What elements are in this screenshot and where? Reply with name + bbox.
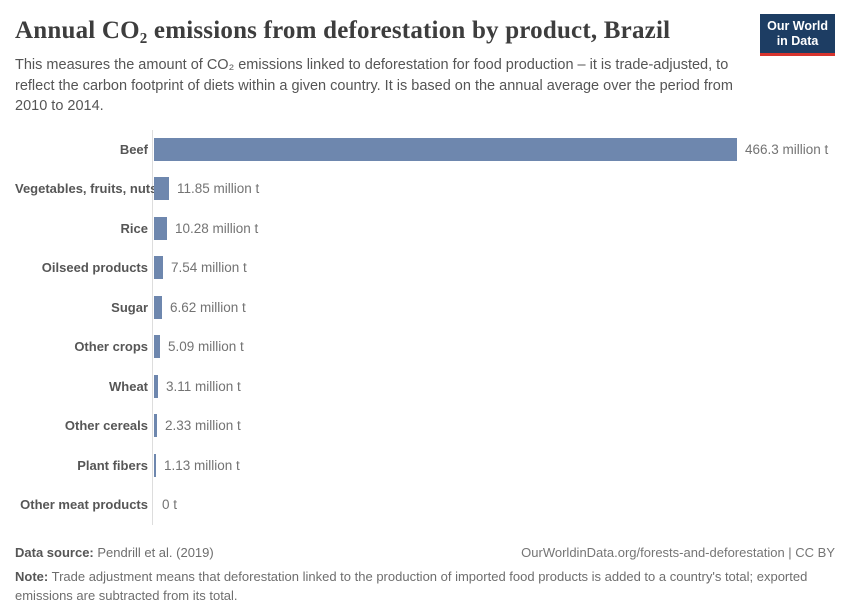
footer-source-row: Data source: Pendrill et al. (2019) OurW… xyxy=(15,545,835,560)
category-label: Plant fibers xyxy=(77,457,148,473)
owid-logo: Our World in Data xyxy=(760,14,835,56)
bar xyxy=(154,374,158,398)
owid-logo-line1: Our World xyxy=(767,19,828,33)
bar-row: Plant fibers 1.13 million t xyxy=(15,446,835,486)
category-label: Other cereals xyxy=(64,418,148,434)
bar xyxy=(154,216,167,240)
value-label: 2.33 million t xyxy=(165,418,241,434)
data-source-label: Data source: xyxy=(15,544,94,560)
bar-row: Sugar 6.62 million t xyxy=(15,288,835,328)
value-label: 7.54 million t xyxy=(171,260,247,276)
citation: OurWorldinData.org/forests-and-deforesta… xyxy=(521,544,835,560)
bar xyxy=(154,453,156,477)
value-label: 1.13 million t xyxy=(164,457,240,473)
bar xyxy=(154,295,162,319)
y-axis-line xyxy=(152,129,153,525)
bar xyxy=(154,414,157,438)
bar-row: Vegetables, fruits, nuts 11.85 million t xyxy=(15,169,835,209)
bar xyxy=(154,177,169,201)
value-label: 10.28 million t xyxy=(175,220,259,236)
value-label: 5.09 million t xyxy=(168,339,244,355)
bar xyxy=(154,335,160,359)
owid-logo-line2: in Data xyxy=(776,33,819,48)
bar-row: Other meat products 0 t xyxy=(15,485,835,525)
footer-note: Note: Trade adjustment means that defore… xyxy=(15,568,830,606)
value-label: 6.62 million t xyxy=(170,299,246,315)
data-source: Data source: Pendrill et al. (2019) xyxy=(15,545,214,560)
value-label: 3.11 million t xyxy=(166,378,241,394)
category-label: Oilseed products xyxy=(41,260,148,276)
category-label: Other meat products xyxy=(20,497,148,513)
category-label: Sugar xyxy=(111,299,148,315)
chart-header: Annual CO₂ emissions from deforestation … xyxy=(15,0,835,117)
category-label: Wheat xyxy=(109,378,148,394)
bar-chart: Beef 466.3 million t Vegetables, fruits,… xyxy=(15,129,835,525)
data-source-value: Pendrill et al. (2019) xyxy=(97,544,214,560)
bar xyxy=(154,137,737,161)
category-label: Rice xyxy=(120,220,148,236)
note-label: Note: xyxy=(15,568,49,584)
bar xyxy=(154,256,163,280)
bar-row: Rice 10.28 million t xyxy=(15,209,835,249)
bar-row: Other crops 5.09 million t xyxy=(15,327,835,367)
chart-footer: Data source: Pendrill et al. (2019) OurW… xyxy=(15,545,835,606)
chart-subtitle: This measures the amount of CO₂ emission… xyxy=(15,57,733,115)
value-label: 11.85 million t xyxy=(177,181,260,197)
bar-row: Other cereals 2.33 million t xyxy=(15,406,835,446)
category-label: Other crops xyxy=(74,339,148,355)
bar-row: Oilseed products 7.54 million t xyxy=(15,248,835,288)
note-text: Trade adjustment means that deforestatio… xyxy=(15,568,808,603)
value-label: 0 t xyxy=(162,497,178,513)
category-label: Vegetables, fruits, nuts xyxy=(15,181,158,197)
bar-row: Wheat 3.11 million t xyxy=(15,367,835,407)
chart-title: Annual CO₂ emissions from deforestation … xyxy=(15,17,671,44)
bar-row: Beef 466.3 million t xyxy=(15,130,835,170)
value-label: 466.3 million t xyxy=(745,141,829,157)
category-label: Beef xyxy=(119,141,148,157)
